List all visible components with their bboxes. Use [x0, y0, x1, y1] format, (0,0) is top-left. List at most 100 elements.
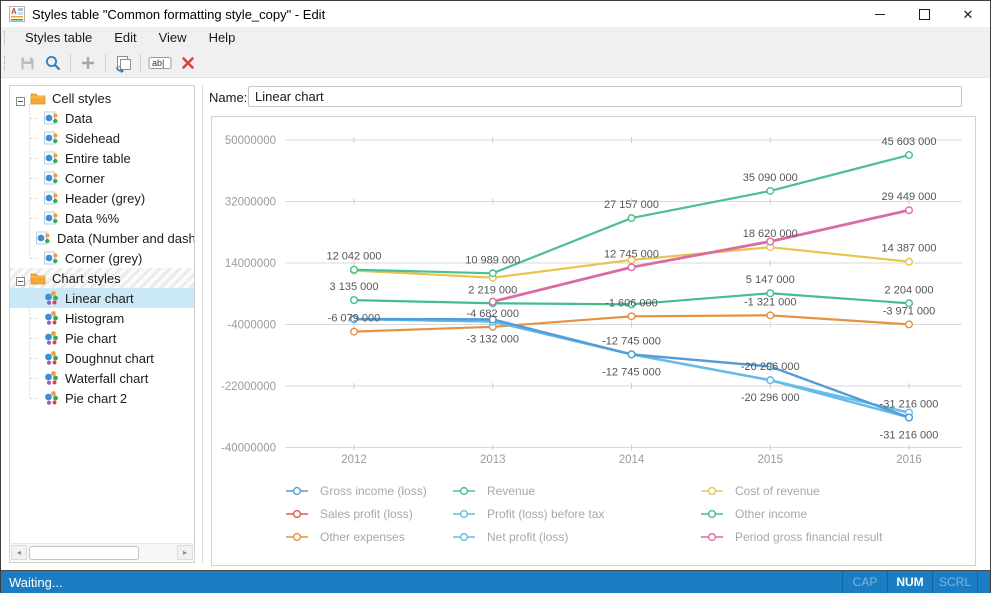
toolbar: ab|	[1, 49, 990, 78]
data-label: 45 603 000	[881, 136, 936, 148]
legend-marker-icon	[701, 532, 723, 541]
tree-item-data[interactable]: Data	[10, 108, 194, 128]
tree-item-data-number-and-dash[interactable]: Data (Number and dash	[10, 228, 194, 248]
menu-styles-table[interactable]: Styles table	[25, 30, 93, 45]
chart-preview-panel: 50000000 32000000 14000000 -4000000 -2200000…	[211, 116, 976, 566]
close-button[interactable]: ✕	[946, 1, 990, 27]
data-label: 29 449 000	[881, 191, 936, 203]
panel-splitter[interactable]	[202, 85, 203, 563]
legend-label: Revenue	[487, 483, 536, 498]
cell-style-icon	[36, 231, 50, 245]
menu-help[interactable]: Help	[208, 30, 236, 45]
data-label: 5 147 000	[746, 274, 795, 286]
data-label: -3 971 000	[883, 305, 936, 317]
keyboard-indicators: CAP NUM SCRL	[842, 571, 978, 593]
tree-item-label: Entire table	[65, 150, 131, 166]
tree-item-pie-chart-2[interactable]: Pie chart 2	[10, 388, 194, 408]
save-button[interactable]	[14, 51, 40, 75]
tree-item-label: Corner (grey)	[65, 250, 143, 266]
tree-item-header-grey[interactable]: Header (grey)	[10, 188, 194, 208]
legend-sales-profit-loss: Sales profit (loss)	[286, 502, 427, 525]
collapse-icon	[16, 96, 25, 106]
tree-item-corner-grey[interactable]: Corner (grey)	[10, 248, 194, 268]
data-label: -20 296 000	[741, 361, 800, 373]
data-label: 10 989 000	[465, 254, 520, 266]
tree-item-pie-chart[interactable]: Pie chart	[10, 328, 194, 348]
legend-marker-icon	[286, 486, 308, 495]
tree-item-label: Pie chart 2	[65, 390, 128, 406]
data-label: 35 090 000	[743, 172, 798, 184]
chart-style-icon	[45, 331, 58, 345]
delete-x-icon	[182, 57, 194, 69]
tree-item-entire-table[interactable]: Entire table	[10, 148, 194, 168]
scroll-right-button[interactable]: ▸	[177, 545, 193, 560]
styles-tree-panel: Cell styles Data Sidehead Entire table Corne…	[9, 85, 195, 563]
toolbar-grip	[4, 56, 10, 70]
menubar: Styles table Edit View Help	[1, 27, 990, 49]
tree-item-histogram[interactable]: Histogram	[10, 308, 194, 328]
tree-item-linear-chart[interactable]: Linear chart	[10, 288, 194, 308]
search-icon	[46, 56, 61, 71]
tree-group-cell-styles[interactable]: Cell styles	[10, 88, 194, 108]
indicator-scrl: SCRL	[933, 571, 978, 593]
tree-item-sidehead[interactable]: Sidehead	[10, 128, 194, 148]
data-label: 18 620 000	[743, 228, 798, 240]
chart-style-icon	[45, 391, 58, 405]
x-axis-label: 2014	[619, 454, 645, 466]
legend-label: Other income	[735, 506, 808, 521]
x-axis-label: 2012	[341, 454, 367, 466]
legend-label: Other expenses	[320, 529, 405, 544]
tree-group-chart-styles[interactable]: Chart styles	[10, 268, 194, 288]
legend-label: Period gross financial result	[735, 529, 883, 544]
app-icon: A	[9, 6, 25, 22]
data-label: -6 079 000	[328, 313, 381, 325]
minimize-icon	[875, 13, 885, 15]
legend-label: Gross income (loss)	[320, 483, 427, 498]
data-label: -4 682 000	[466, 308, 519, 320]
cell-style-icon	[44, 211, 58, 225]
menu-view[interactable]: View	[158, 30, 187, 45]
data-label: -1 321 000	[744, 296, 797, 308]
tree-horizontal-scrollbar[interactable]: ◂ ▸	[11, 543, 193, 561]
maximize-button[interactable]	[902, 1, 946, 27]
legend-marker-icon	[453, 509, 475, 518]
legend-period-gross-financial-result: Period gross financial result	[701, 525, 882, 548]
delete-button[interactable]	[175, 51, 201, 75]
save-icon	[21, 57, 33, 69]
tree-group-label: Chart styles	[52, 270, 121, 286]
add-button[interactable]	[75, 51, 101, 75]
tree-item-label: Sidehead	[65, 130, 120, 146]
legend-marker-icon	[701, 486, 723, 495]
chart-style-icon	[45, 371, 58, 385]
styles-tree: Cell styles Data Sidehead Entire table Corne…	[10, 88, 194, 408]
scrollbar-track[interactable]	[27, 545, 177, 560]
data-label: 12 745 000	[604, 248, 659, 260]
tree-item-waterfall-chart[interactable]: Waterfall chart	[10, 368, 194, 388]
rename-button[interactable]: ab|	[145, 51, 175, 75]
tree-item-doughnut-chart[interactable]: Doughnut chart	[10, 348, 194, 368]
toolbar-separator	[70, 54, 71, 72]
legend-profit-loss-before-tax: Profit (loss) before tax	[453, 502, 604, 525]
style-name-input[interactable]	[248, 86, 962, 107]
chart-style-icon	[45, 351, 58, 365]
svg-text:A: A	[11, 7, 17, 16]
tree-item-data[interactable]: Data %%	[10, 208, 194, 228]
rename-icon: ab|	[148, 57, 172, 69]
tree-item-corner[interactable]: Corner	[10, 168, 194, 188]
find-button[interactable]	[40, 51, 66, 75]
scroll-left-button[interactable]: ◂	[11, 545, 27, 560]
x-axis-label: 2013	[480, 454, 506, 466]
duplicate-button[interactable]	[110, 51, 136, 75]
data-label: 12 042 000	[326, 251, 381, 263]
collapse-box[interactable]	[16, 274, 25, 286]
data-label: 27 157 000	[604, 199, 659, 211]
legend-label: Profit (loss) before tax	[487, 506, 605, 521]
svg-text:ab|: ab|	[152, 58, 164, 68]
scrollbar-thumb[interactable]	[29, 546, 139, 560]
maximize-icon	[918, 8, 930, 20]
minimize-button[interactable]	[858, 1, 902, 27]
toolbar-separator	[105, 54, 106, 72]
collapse-box[interactable]	[16, 94, 25, 106]
data-label: 14 387 000	[881, 243, 936, 255]
menu-edit[interactable]: Edit	[114, 30, 137, 45]
